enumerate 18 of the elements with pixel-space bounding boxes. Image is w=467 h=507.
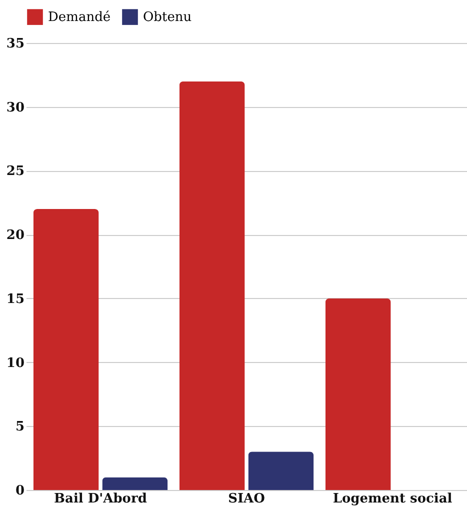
y-tick-label: 25 bbox=[6, 164, 24, 180]
bar bbox=[248, 452, 314, 490]
y-tick-label: 15 bbox=[6, 292, 24, 307]
y-tick-label: 35 bbox=[6, 36, 24, 52]
x-tick-label: Logement social bbox=[332, 492, 452, 506]
bar bbox=[325, 298, 391, 490]
y-tick-label: 5 bbox=[15, 420, 24, 435]
legend-label: Demandé bbox=[48, 10, 111, 26]
bar bbox=[33, 209, 99, 490]
legend-label: Obtenu bbox=[143, 10, 192, 26]
bar bbox=[179, 81, 245, 490]
x-tick-label: SIAO bbox=[228, 492, 265, 506]
y-tick-label: 20 bbox=[6, 228, 24, 244]
y-tick-label: 0 bbox=[15, 484, 24, 498]
y-tick-label: 10 bbox=[6, 356, 24, 371]
x-tick-label: Bail D'Abord bbox=[54, 492, 147, 506]
bar bbox=[102, 477, 168, 490]
y-tick-label: 30 bbox=[6, 100, 24, 116]
